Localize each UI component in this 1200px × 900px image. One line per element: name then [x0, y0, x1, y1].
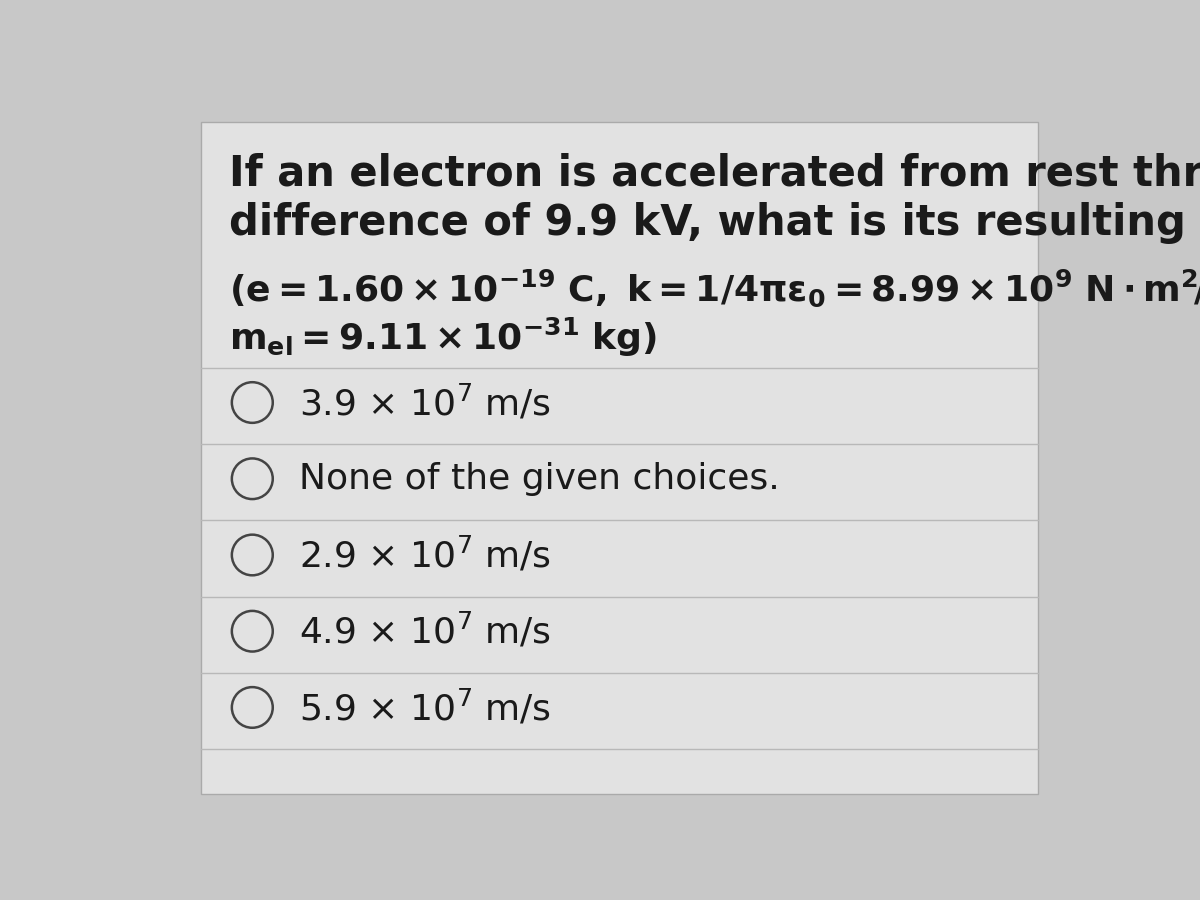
Text: $\mathit{\mathbf{m_{el}}}$$\mathbf{= 9.11 \times 10^{-31}\ kg)}$: $\mathit{\mathbf{m_{el}}}$$\mathbf{= 9.1… [229, 316, 656, 359]
Text: difference of 9.9 kV, what is its resulting speed?: difference of 9.9 kV, what is its result… [229, 202, 1200, 244]
Text: 5.9 $\times$ 10$^7$ m/s: 5.9 $\times$ 10$^7$ m/s [299, 688, 551, 727]
FancyBboxPatch shape [202, 122, 1038, 794]
Text: $\mathbf{(e = 1.60 \times 10^{-19}\ C,\ }$$\mathit{\mathbf{k}}$$\mathbf{= 1/4\pi: $\mathbf{(e = 1.60 \times 10^{-19}\ C,\ … [229, 267, 1200, 309]
Text: 3.9 $\times$ 10$^7$ m/s: 3.9 $\times$ 10$^7$ m/s [299, 382, 551, 422]
Text: 2.9 $\times$ 10$^7$ m/s: 2.9 $\times$ 10$^7$ m/s [299, 536, 551, 574]
Text: 4.9 $\times$ 10$^7$ m/s: 4.9 $\times$ 10$^7$ m/s [299, 612, 551, 651]
Text: If an electron is accelerated from rest through a potential: If an electron is accelerated from rest … [229, 153, 1200, 195]
Text: None of the given choices.: None of the given choices. [299, 462, 780, 496]
